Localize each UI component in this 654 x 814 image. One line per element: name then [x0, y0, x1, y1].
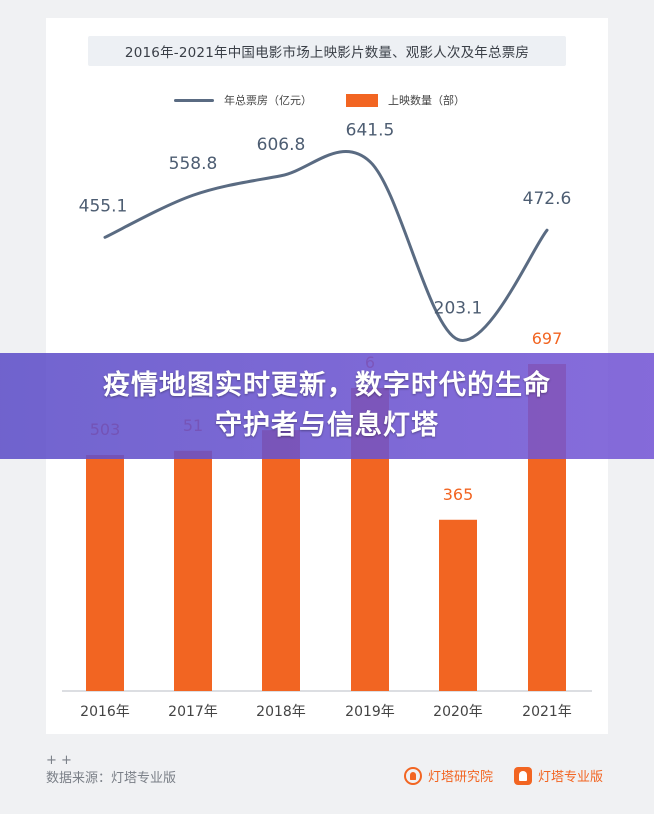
bar-value-label: 697	[532, 329, 563, 348]
brand-research: 灯塔研究院	[404, 766, 493, 785]
line-value-label: 606.8	[257, 135, 306, 155]
x-tick-label: 2018年	[256, 704, 306, 720]
x-tick-label: 2021年	[522, 704, 572, 720]
line-value-label: 472.6	[523, 189, 572, 209]
bar-value-label: 365	[443, 485, 474, 504]
bar-2017年	[174, 451, 212, 691]
line-value-label: 641.5	[346, 121, 395, 141]
footer-marks: + +	[46, 752, 176, 770]
brand-pro-label: 灯塔专业版	[538, 766, 603, 785]
x-tick-label: 2016年	[80, 704, 130, 720]
data-source-text: 数据来源：灯塔专业版	[46, 770, 176, 788]
brand-research-label: 灯塔研究院	[428, 766, 493, 785]
bar-2020年	[439, 520, 477, 691]
headline-line-2: 守护者与信息灯塔	[215, 406, 439, 446]
line-value-label: 455.1	[79, 196, 128, 216]
line-value-label: 558.8	[169, 154, 218, 174]
brand-pro: 灯塔专业版	[514, 766, 603, 785]
lighthouse-pro-logo-icon	[514, 767, 532, 785]
headline-line-1: 疫情地图实时更新，数字时代的生命	[103, 366, 551, 406]
footer-note: + + 数据来源：灯塔专业版	[46, 752, 176, 788]
bar-2018年	[262, 430, 300, 691]
x-tick-label: 2017年	[168, 704, 218, 720]
x-tick-label: 2020年	[433, 704, 483, 720]
line-value-label: 203.1	[434, 299, 483, 319]
headline-banner: 疫情地图实时更新，数字时代的生命 守护者与信息灯塔	[0, 353, 654, 459]
lighthouse-research-logo-icon	[404, 767, 422, 785]
x-tick-label: 2019年	[345, 704, 395, 720]
bar-2016年	[86, 455, 124, 691]
